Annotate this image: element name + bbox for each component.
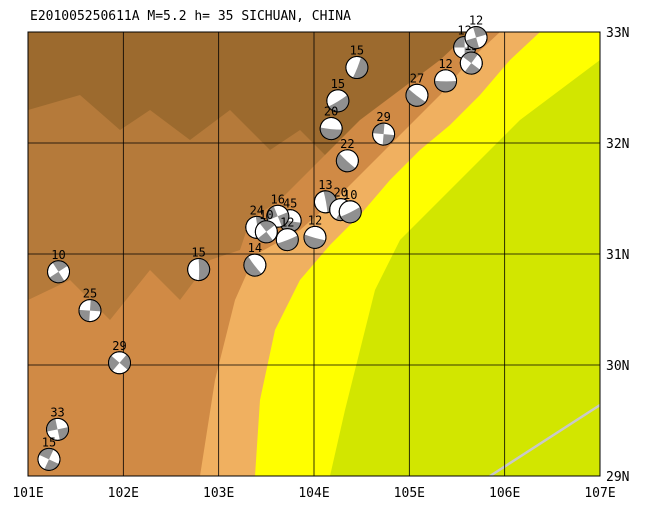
lon-tick-label: 102E [108, 486, 139, 501]
terrain-basin [330, 60, 600, 476]
event-depth-label: 33 [50, 405, 64, 419]
focal-mechanism-beachball[interactable] [43, 257, 73, 287]
event-depth-label: 10 [259, 208, 273, 222]
focal-mechanism-beachball[interactable] [338, 200, 362, 224]
event-depth-label: 16 [271, 192, 285, 206]
focal-mechanism-beachball[interactable] [251, 216, 282, 247]
map-title: E201005250611A M=5.2 h= 35 SICHUAN, CHIN… [30, 9, 351, 24]
lat-tick-label: 29N [606, 470, 629, 485]
focal-mechanism-beachball[interactable] [462, 24, 489, 51]
lon-tick-label: 104E [298, 486, 329, 501]
event-depth-label: 12 [280, 216, 294, 230]
event-depth-label: 12 [438, 57, 452, 71]
focal-mechanism-beachball[interactable] [78, 299, 102, 323]
event-depth-label: 45 [283, 197, 297, 211]
event-depth-label: 27 [410, 71, 424, 85]
focal-mechanism-beachball[interactable] [300, 222, 331, 253]
event-depth-label: 20 [333, 186, 347, 200]
lon-tick-label: 107E [584, 486, 615, 501]
lat-tick-label: 31N [606, 248, 629, 263]
event-depth-label: 20 [324, 105, 338, 119]
focal-mechanism-beachball[interactable] [372, 122, 396, 146]
lat-tick-label: 30N [606, 359, 629, 374]
focal-mechanism-beachball[interactable] [241, 251, 269, 279]
lat-tick-label: 33N [606, 26, 629, 41]
focal-mechanism-beachball[interactable] [45, 416, 71, 442]
river-line [489, 403, 600, 476]
focal-mechanism-beachball[interactable] [402, 80, 432, 110]
lon-tick-label: 103E [203, 486, 234, 501]
event-depth-label: 10 [343, 188, 357, 202]
event-depth-label: 15 [42, 435, 56, 449]
event-depth-label: 25 [83, 287, 97, 301]
lat-tick-label: 32N [606, 137, 629, 152]
event-depth-label: 14 [248, 241, 262, 255]
event-depth-label: 22 [340, 137, 354, 151]
event-depth-label: 10 [51, 248, 65, 262]
focal-mechanism-beachball[interactable] [456, 48, 487, 79]
focal-mechanism-beachball[interactable] [325, 88, 351, 114]
focal-mechanism-beachball[interactable] [275, 228, 299, 252]
focal-mechanism-beachball[interactable] [185, 255, 213, 283]
focal-mechanism-beachball[interactable] [333, 146, 363, 176]
focal-mechanism-beachball[interactable] [341, 52, 372, 83]
lon-tick-label: 101E [12, 486, 43, 501]
focal-mechanism-beachball[interactable] [316, 114, 345, 143]
map-frame [27, 31, 601, 477]
event-depth-label: 15 [331, 77, 345, 91]
lon-tick-label: 106E [489, 486, 520, 501]
event-depth-label: 24 [250, 203, 264, 217]
focal-mechanism-beachball[interactable] [431, 67, 459, 95]
focal-mechanism-beachball[interactable] [34, 445, 63, 474]
lon-tick-label: 105E [394, 486, 425, 501]
event-depth-label: 12 [308, 213, 322, 227]
event-depth-label: 12 [469, 14, 483, 28]
event-depth-label: 13 [318, 178, 332, 192]
event-depth-label: 15 [350, 44, 364, 58]
event-depth-label: 29 [376, 110, 390, 124]
focal-mechanism-beachball[interactable] [104, 347, 135, 378]
event-depth-label: 29 [112, 339, 126, 353]
event-layer: 1215121227291515202213201045162410121214… [34, 14, 489, 474]
event-depth-label: 15 [191, 246, 205, 260]
